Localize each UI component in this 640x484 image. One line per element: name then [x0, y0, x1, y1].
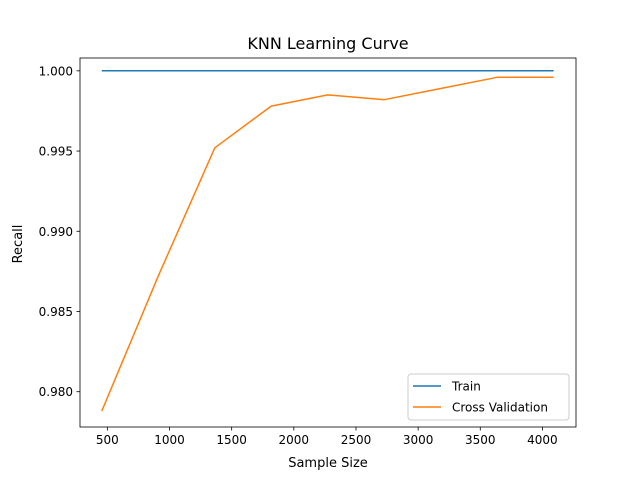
plot-area: 500 1000 1500 2000 2500 3000 3500 4000 0.980 0.98… — [39, 57, 577, 447]
x-tick-label: 2500 — [341, 433, 372, 447]
legend-box — [407, 373, 570, 421]
y-tick-label: 1.000 — [39, 64, 73, 78]
x-tick-label: 4000 — [527, 433, 558, 447]
series-line-1 — [101, 76, 554, 412]
legend-label: Cross Validation — [452, 401, 548, 415]
legend: Train Cross Validation — [407, 373, 570, 421]
x-tick-label: 1500 — [216, 433, 247, 447]
y-tick-label: 0.995 — [39, 145, 73, 159]
x-tick-label: 2000 — [279, 433, 310, 447]
y-tick-label: 0.985 — [39, 305, 73, 319]
y-tick-label: 0.990 — [39, 225, 73, 239]
chart-title: KNN Learning Curve — [247, 34, 408, 53]
x-tick-label: 1000 — [154, 433, 185, 447]
x-axis-label: Sample Size — [288, 456, 368, 471]
x-tick-label: 500 — [96, 433, 119, 447]
y-tick-label: 0.980 — [39, 385, 73, 399]
x-tick-label: 3000 — [403, 433, 434, 447]
x-tick-label: 3500 — [465, 433, 496, 447]
axes-frame — [79, 57, 577, 428]
legend-label: Train — [451, 380, 481, 394]
y-axis-label: Recall — [11, 225, 26, 264]
